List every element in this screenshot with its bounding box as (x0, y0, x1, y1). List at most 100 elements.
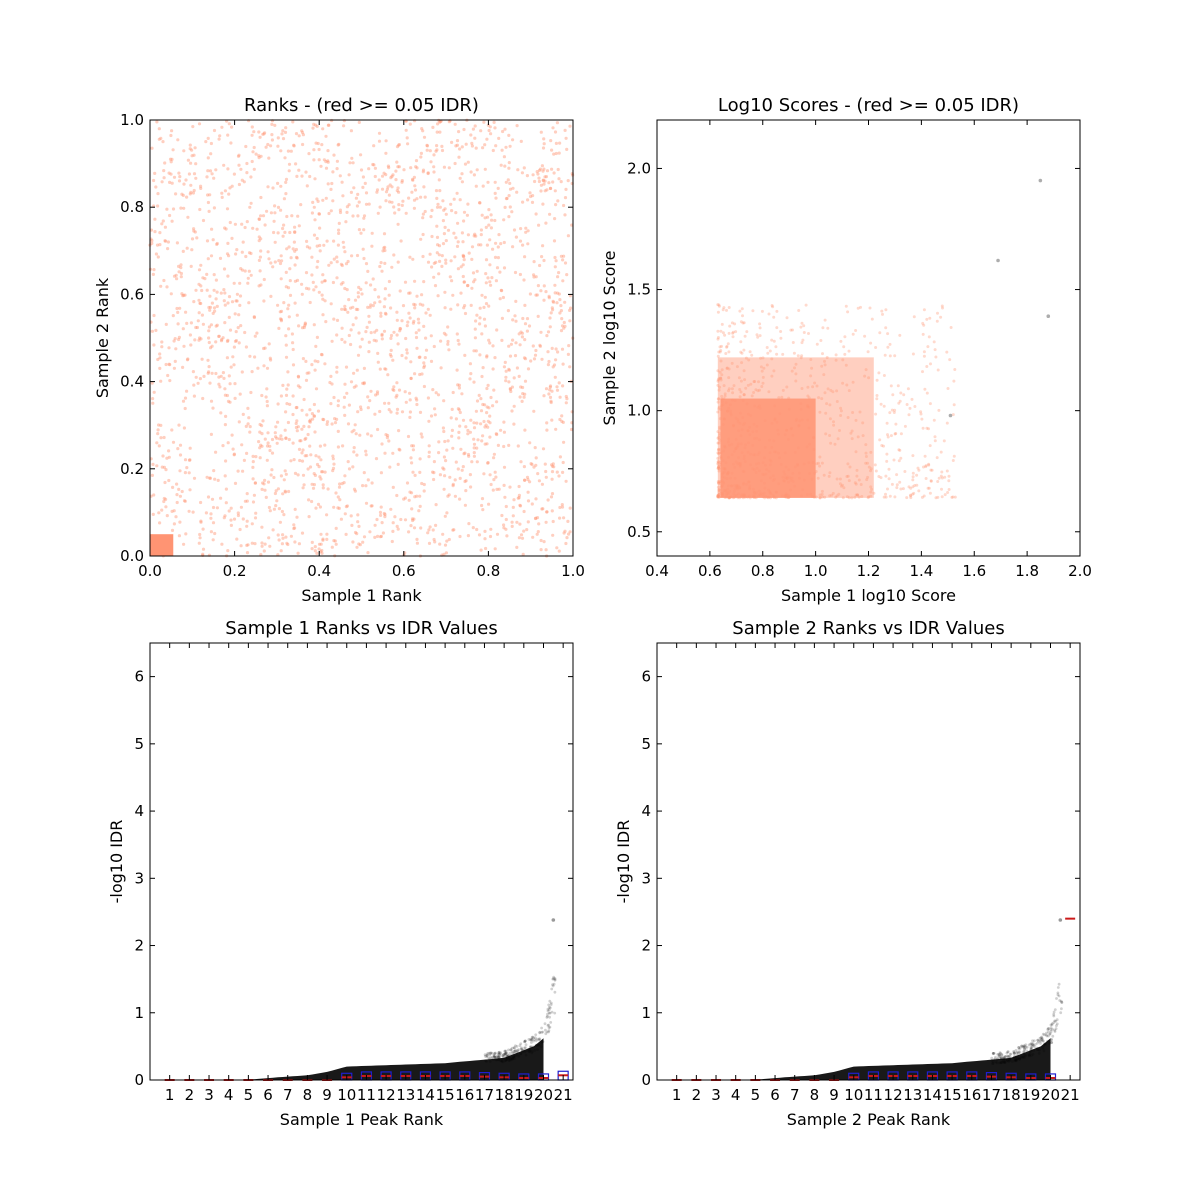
x-tick-label: 21 (554, 1086, 573, 1104)
scatter-point (541, 1030, 545, 1034)
scatter-point (460, 180, 464, 184)
scatter-point (419, 526, 423, 530)
scatter-point (288, 293, 293, 297)
scatter-point (920, 495, 924, 499)
scatter-point (492, 388, 496, 392)
scatter-point (212, 273, 216, 277)
scatter-point (389, 410, 393, 414)
scatter-point (513, 314, 517, 318)
scatter-point (346, 422, 351, 426)
scatter-point (445, 511, 449, 515)
scatter-point (474, 409, 478, 413)
scatter-point (361, 247, 365, 251)
scatter-point (534, 456, 538, 460)
scatter-point (499, 288, 503, 292)
scatter-point (864, 443, 868, 447)
scatter-point (846, 474, 850, 478)
scatter-point (513, 270, 518, 275)
scatter-point (545, 169, 550, 173)
scatter-point (409, 376, 413, 381)
scatter-point (156, 357, 160, 362)
scatter-point (262, 346, 266, 351)
scatter-point (552, 363, 557, 367)
scatter-point (352, 428, 356, 432)
scatter-point (503, 205, 507, 209)
scatter-point (358, 433, 362, 437)
scatter-point (296, 551, 300, 555)
scatter-point (460, 231, 464, 235)
scatter-point (816, 476, 820, 480)
scatter-point (242, 180, 246, 184)
scatter-point (922, 350, 926, 354)
scatter-point (209, 516, 213, 520)
scatter-point (800, 321, 804, 325)
scatter-point (415, 294, 419, 298)
scatter-point (234, 252, 238, 256)
x-tick-label: 13 (903, 1086, 922, 1104)
scatter-point (336, 429, 340, 433)
x-tick-label: 12 (377, 1086, 396, 1104)
scatter-point (502, 483, 506, 487)
scatter-point (716, 462, 720, 466)
scatter-point (785, 316, 789, 320)
scatter-point (856, 493, 859, 497)
scatter-point (551, 462, 555, 466)
scatter-point (421, 170, 425, 174)
scatter-point (383, 451, 387, 455)
scatter-point (507, 344, 511, 348)
scatter-point (407, 530, 411, 534)
y-tick-label: 4 (641, 802, 651, 820)
scatter-point (859, 305, 862, 309)
scatter-point (335, 260, 339, 264)
scatter-point (541, 244, 545, 248)
scatter-point (446, 339, 450, 344)
scatter-point (405, 481, 410, 485)
scatter-point (317, 542, 322, 546)
scatter-point (326, 159, 330, 163)
scatter-point (491, 247, 495, 251)
scatter-point (313, 218, 317, 222)
scatter-point (384, 151, 388, 155)
scatter-point (331, 457, 335, 461)
scatter-point (281, 492, 285, 496)
scatter-point (251, 150, 255, 154)
scatter-point (509, 1048, 513, 1052)
scatter-point (293, 225, 297, 229)
scatter-point (340, 180, 344, 184)
scatter-point (793, 366, 796, 370)
scatter-point (366, 395, 370, 399)
scatter-point (1053, 1008, 1057, 1011)
scatter-point (447, 537, 451, 542)
scatter-point (389, 306, 393, 310)
scatter-point (739, 390, 743, 394)
scatter-point (286, 383, 290, 387)
scatter-point (555, 291, 560, 295)
scatter-point (355, 368, 359, 372)
scatter-point (828, 471, 832, 475)
scatter-point (857, 495, 861, 499)
scatter-point (236, 511, 240, 515)
scatter-point (232, 281, 236, 285)
scatter-point (564, 136, 568, 140)
scatter-point (279, 394, 283, 398)
scatter-point (775, 309, 779, 313)
scatter-point (1036, 1041, 1039, 1045)
scatter-point (1053, 1028, 1057, 1032)
scatter-point (546, 1007, 550, 1011)
scatter-point (794, 372, 798, 376)
scatter-point (497, 1056, 500, 1059)
scatter-point (291, 412, 295, 417)
scatter-point (286, 420, 290, 425)
scatter-point (536, 530, 540, 534)
scatter-point (552, 239, 557, 243)
scatter-point (533, 1038, 536, 1041)
scatter-point (422, 185, 426, 189)
scatter-point (566, 519, 570, 524)
scatter-point (337, 231, 341, 235)
scatter-point (320, 280, 324, 284)
scatter-point (815, 384, 819, 388)
scatter-point (201, 276, 205, 280)
scatter-point (551, 126, 555, 130)
scatter-point (190, 154, 194, 158)
scatter-point (504, 180, 508, 184)
